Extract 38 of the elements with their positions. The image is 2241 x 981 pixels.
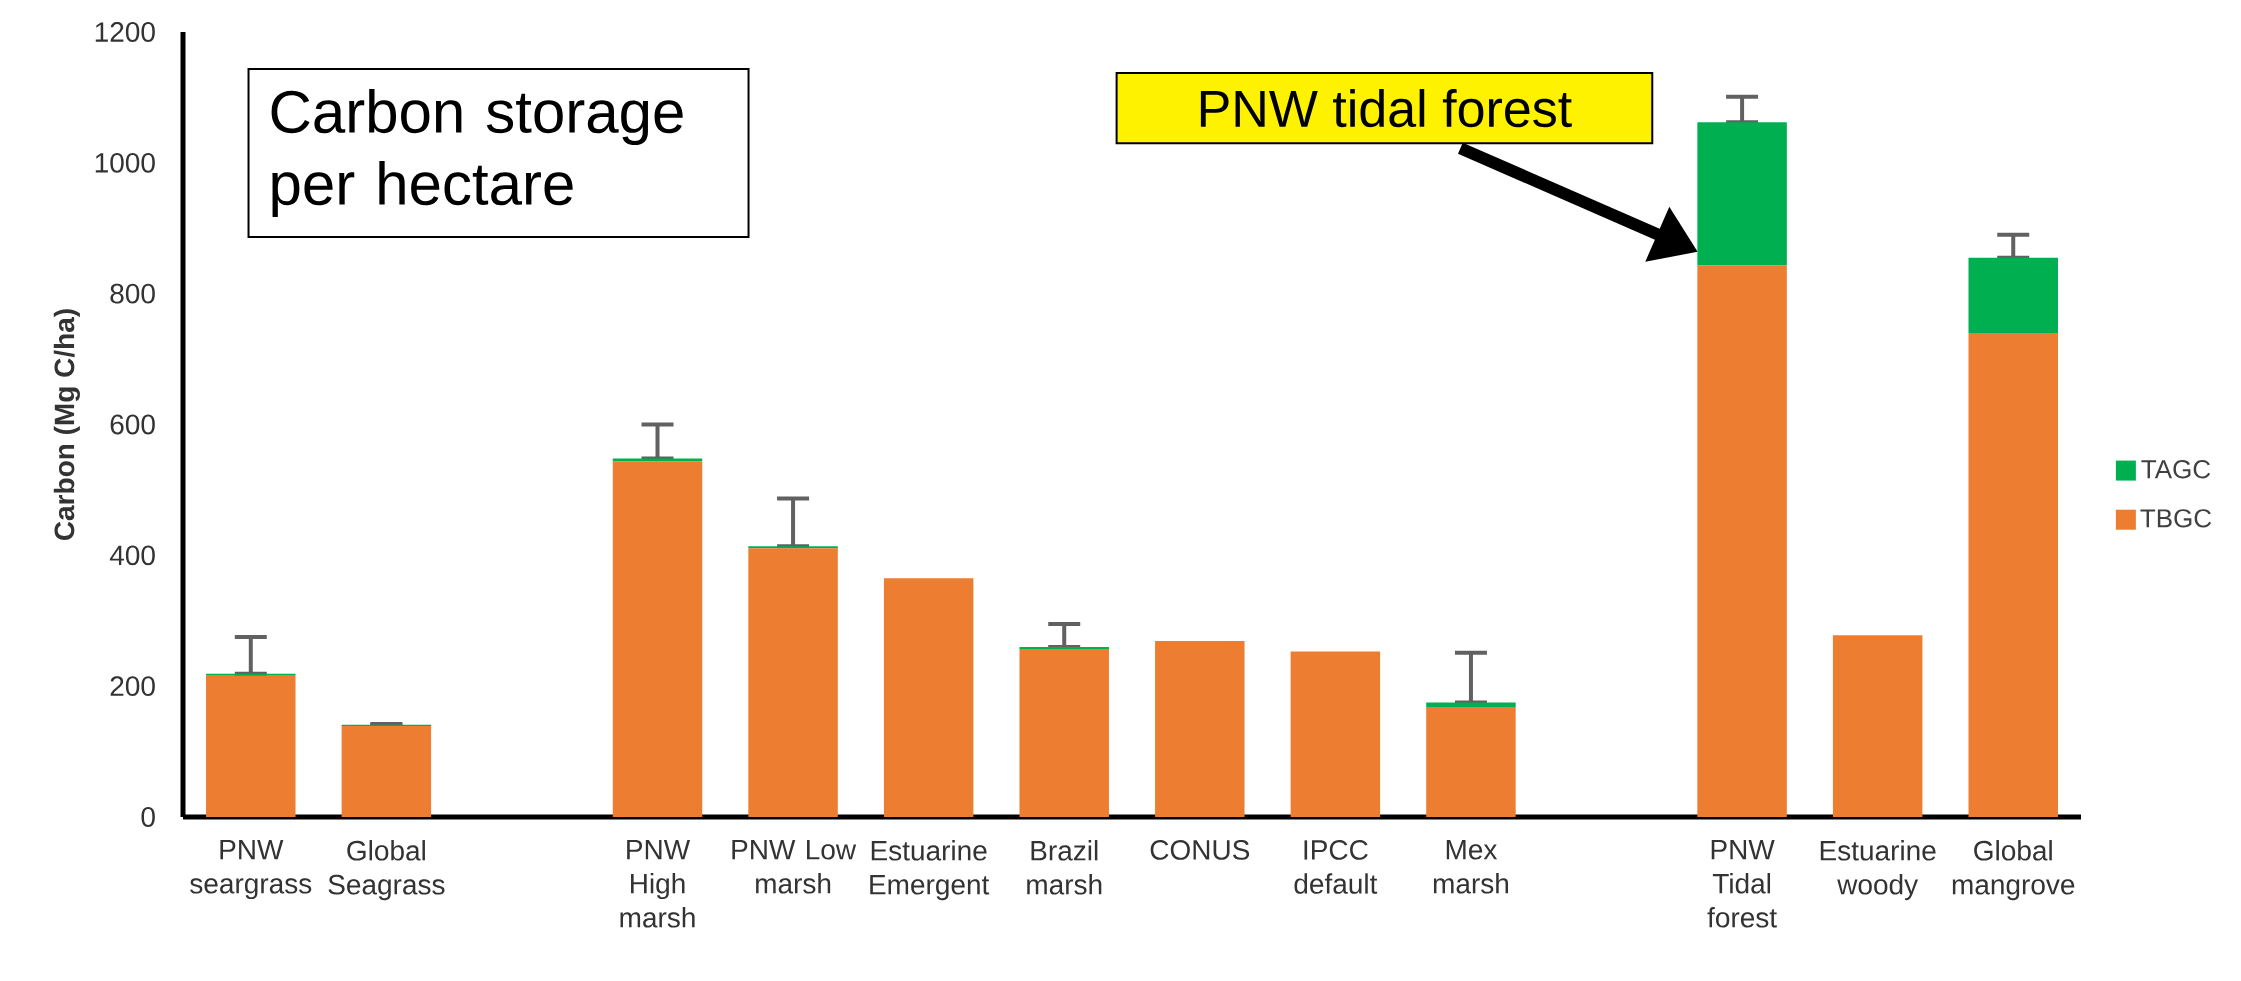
bar (883, 578, 974, 817)
y-tick-label: 1000 (95, 152, 155, 173)
annotation: Carbon storage per hectare (271, 89, 683, 218)
bar (1968, 257, 2058, 333)
bar (612, 461, 703, 817)
x-tick-label: Estuarine woody (1820, 840, 1936, 901)
bar (1019, 648, 1109, 817)
y-tick-label: 800 (110, 283, 155, 304)
bar (1697, 265, 1787, 817)
y-tick-label: 0 (141, 807, 155, 827)
x-tick-label: Brazil marsh (1027, 840, 1102, 895)
y-axis-title: Carbon (Mg C/ha) (53, 309, 80, 540)
x-tick-label: PNW Tidal forest (1707, 840, 1777, 928)
x-tick-label: IPCC default (1294, 840, 1378, 894)
x-tick-label: Global mangrove (1952, 840, 2075, 901)
y-tick-label: 200 (110, 676, 155, 697)
bar (1968, 332, 2058, 817)
x-tick-label: Mex marsh (1433, 840, 1509, 894)
bar (1426, 702, 1516, 708)
y-tick-label: 600 (110, 414, 155, 435)
bar (1832, 635, 1923, 817)
bar (206, 675, 296, 817)
legend-label: TAGC (2141, 460, 2211, 479)
x-tick-label: Global Seagrass (328, 840, 445, 901)
x-tick-label: PNW Low marsh (732, 840, 857, 894)
y-tick-label: 1200 (95, 22, 155, 42)
legend-label: TBGC (2140, 509, 2212, 528)
bar (1155, 641, 1245, 817)
annotation: PNW tidal forest (1200, 89, 1572, 128)
bar (1290, 651, 1381, 817)
x-tick-label: CONUS (1150, 840, 1250, 860)
x-tick-label: PNW seargrass (190, 840, 312, 900)
bar (748, 548, 838, 817)
x-tick-label: Estuarine Emergent (870, 840, 990, 901)
bar (341, 726, 432, 817)
y-tick-label: 400 (109, 545, 155, 566)
bar (1426, 707, 1516, 817)
x-tick-label: PNW High marsh (620, 840, 695, 928)
